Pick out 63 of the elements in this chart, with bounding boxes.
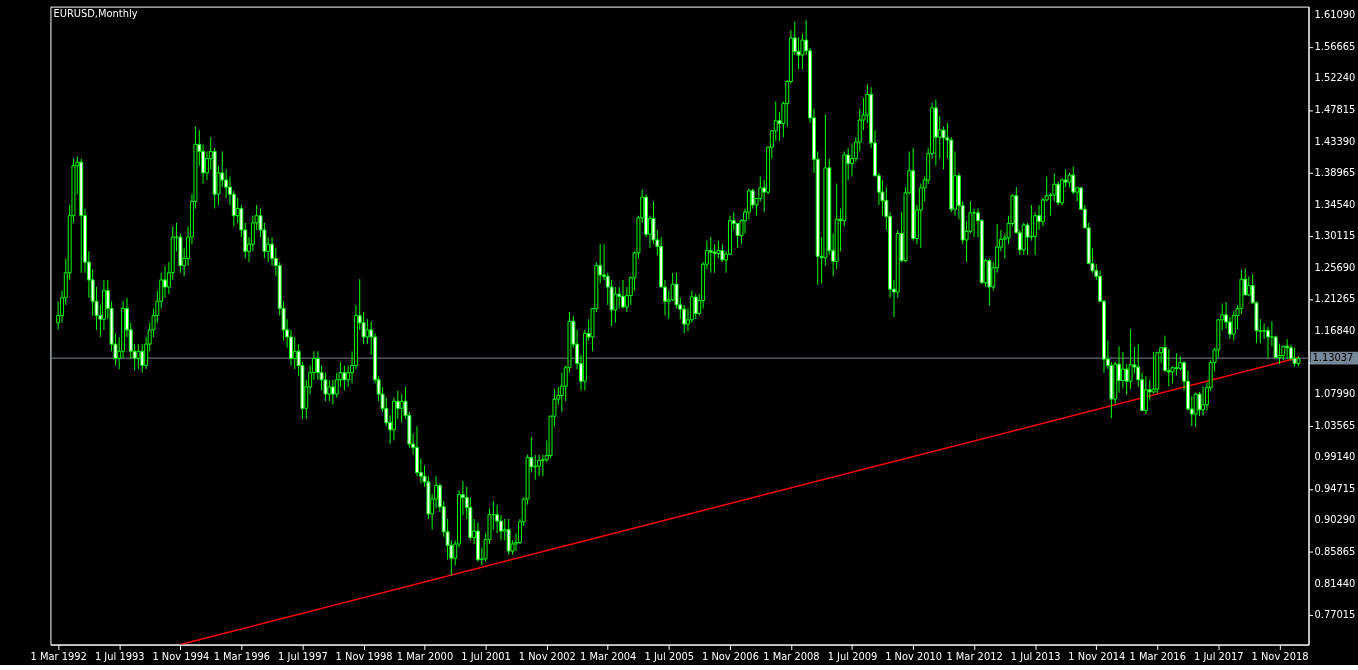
x-tick-label: 1 Nov 2006 (701, 650, 759, 662)
y-tick-label: 1.25690 (1314, 261, 1356, 273)
candlestick (1143, 375, 1148, 415)
x-tick-label: 1 Nov 1994 (152, 650, 210, 662)
candlestick (140, 343, 145, 374)
x-tick-label: 1 Nov 2002 (518, 650, 576, 662)
candlestick (330, 379, 335, 406)
x-tick-label: 1 Mar 2008 (763, 650, 820, 662)
chart-title: EURUSD,Monthly (53, 8, 138, 20)
y-tick-label: 0.94715 (1314, 482, 1356, 494)
candlestick (136, 343, 141, 370)
x-tick-label: 1 Jul 1997 (278, 650, 328, 662)
candlestick (537, 454, 542, 477)
x-tick-label: 1 Nov 2018 (1251, 650, 1309, 662)
x-tick-label: 1 Mar 2004 (580, 650, 637, 662)
y-tick-label: 1.47815 (1314, 103, 1356, 115)
candlestick (506, 518, 511, 556)
x-tick-label: 1 Mar 1992 (30, 650, 87, 662)
candlestick (342, 365, 347, 392)
y-tick-label: 1.30115 (1314, 230, 1356, 242)
y-tick-label: 0.77015 (1314, 609, 1356, 621)
x-tick-label: 1 Nov 1998 (335, 650, 393, 662)
y-tick-label: 1.03565 (1314, 419, 1356, 431)
candlestick (621, 279, 625, 309)
candlestick (533, 454, 538, 481)
candlestick (162, 265, 167, 299)
candlestick (750, 188, 755, 210)
y-tick-label: 0.85865 (1314, 546, 1356, 557)
y-tick-label: 1.61090 (1314, 9, 1356, 21)
ref-line-label: 1.13037 (1312, 352, 1354, 364)
x-tick-label: 1 Jul 1993 (94, 650, 145, 662)
x-tick-label: 1 Jul 2009 (827, 650, 878, 662)
candlestick (1120, 351, 1125, 389)
y-tick-label: 1.56665 (1314, 40, 1356, 52)
y-tick-label: 1.16840 (1314, 324, 1356, 336)
candlestick (613, 286, 618, 324)
candlestick (327, 379, 332, 402)
x-tick-label: 1 Mar 2012 (946, 650, 1003, 662)
candlestick (708, 236, 713, 274)
x-tick-label: 1 Nov 2014 (1068, 650, 1126, 662)
candlestick (1201, 385, 1206, 416)
candlestick (1040, 197, 1045, 227)
y-tick-label: 1.21265 (1314, 293, 1356, 305)
x-tick-label: 1 Mar 1996 (213, 650, 270, 662)
y-tick-label: 0.90290 (1314, 514, 1356, 526)
y-tick-label: 1.38965 (1314, 167, 1356, 179)
y-tick-label: 1.52240 (1314, 72, 1356, 84)
candlestick (292, 336, 297, 370)
x-tick-label: 1 Jul 2017 (1194, 650, 1244, 662)
x-tick-label: 1 Mar 2000 (396, 650, 454, 662)
candlestick (365, 318, 370, 345)
y-tick-label: 1.43390 (1314, 135, 1356, 147)
y-tick-label: 1.07990 (1314, 388, 1356, 400)
x-tick-label: 1 Jul 2013 (1010, 650, 1061, 662)
x-tick-label: 1 Jul 2005 (644, 650, 695, 662)
candlestick (758, 175, 763, 202)
candlestick (1262, 322, 1267, 340)
x-tick-label: 1 Mar 2016 (1129, 650, 1186, 662)
y-tick-label: 0.99140 (1314, 451, 1356, 463)
y-tick-label: 1.34540 (1314, 198, 1356, 210)
x-tick-label: 1 Jul 2001 (461, 650, 511, 662)
y-tick-label: 0.81440 (1314, 577, 1356, 589)
x-tick-label: 1 Nov 2010 (885, 650, 943, 662)
